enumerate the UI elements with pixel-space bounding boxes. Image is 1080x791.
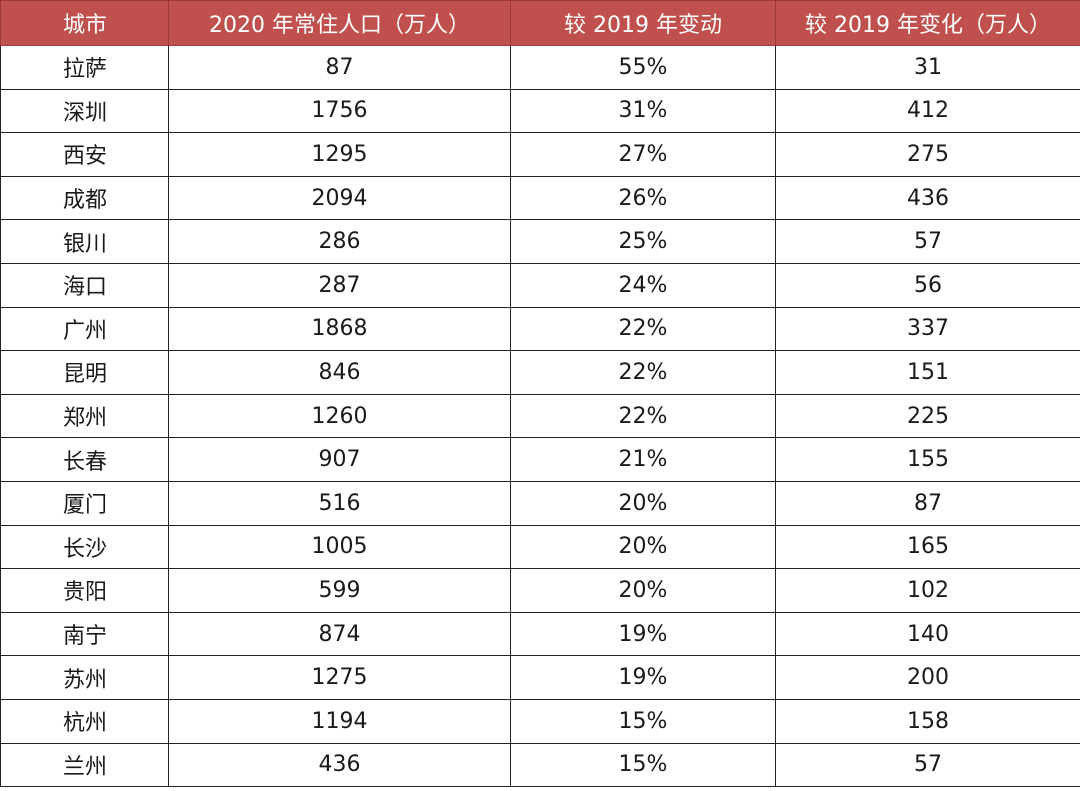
change-amount-cell: 151 bbox=[775, 350, 1080, 395]
table-row: 杭州 1194 15% 158 bbox=[0, 698, 1080, 744]
change-percent-cell: 21% bbox=[510, 437, 776, 482]
change-amount-cell: 57 bbox=[775, 219, 1080, 264]
change-percent-cell: 27% bbox=[510, 132, 776, 177]
change-amount-cell: 56 bbox=[775, 262, 1080, 308]
city-cell: 杭州 bbox=[0, 698, 169, 744]
table-row: 南宁 874 19% 140 bbox=[0, 611, 1080, 657]
population-cell: 846 bbox=[168, 350, 511, 395]
city-cell: 苏州 bbox=[0, 655, 169, 700]
table-row: 深圳 1756 31% 412 bbox=[0, 88, 1080, 134]
change-percent-cell: 22% bbox=[510, 393, 776, 439]
change-amount-cell: 158 bbox=[775, 698, 1080, 744]
table-row: 长春 907 21% 155 bbox=[0, 437, 1080, 482]
city-cell: 长春 bbox=[0, 437, 169, 482]
city-cell: 深圳 bbox=[0, 88, 169, 134]
city-cell: 厦门 bbox=[0, 480, 169, 526]
table-row: 昆明 846 22% 151 bbox=[0, 350, 1080, 395]
change-percent-cell: 20% bbox=[510, 480, 776, 526]
city-cell: 西安 bbox=[0, 132, 169, 177]
population-cell: 1005 bbox=[168, 524, 511, 570]
population-cell: 2094 bbox=[168, 175, 511, 221]
change-percent-cell: 25% bbox=[510, 219, 776, 264]
population-cell: 87 bbox=[168, 45, 511, 90]
change-amount-cell: 200 bbox=[775, 655, 1080, 700]
population-cell: 874 bbox=[168, 611, 511, 657]
change-amount-cell: 31 bbox=[775, 45, 1080, 90]
city-cell: 成都 bbox=[0, 175, 169, 221]
table-row: 银川 286 25% 57 bbox=[0, 219, 1080, 264]
change-percent-cell: 20% bbox=[510, 568, 776, 613]
table-row: 西安 1295 27% 275 bbox=[0, 132, 1080, 177]
change-percent-cell: 20% bbox=[510, 524, 776, 570]
population-cell: 1756 bbox=[168, 88, 511, 134]
change-percent-cell: 31% bbox=[510, 88, 776, 134]
population-cell: 436 bbox=[168, 742, 511, 788]
change-amount-cell: 337 bbox=[775, 306, 1080, 352]
table-row: 长沙 1005 20% 165 bbox=[0, 524, 1080, 570]
city-cell: 广州 bbox=[0, 306, 169, 352]
change-amount-cell: 412 bbox=[775, 88, 1080, 134]
city-cell: 贵阳 bbox=[0, 568, 169, 613]
population-cell: 516 bbox=[168, 480, 511, 526]
column-header-change-percent: 较 2019 年变动 bbox=[510, 0, 776, 46]
population-cell: 599 bbox=[168, 568, 511, 613]
change-percent-cell: 19% bbox=[510, 655, 776, 700]
column-header-population-2020: 2020 年常住人口（万人） bbox=[168, 0, 511, 46]
change-amount-cell: 57 bbox=[775, 742, 1080, 788]
population-cell: 1295 bbox=[168, 132, 511, 177]
table-row: 海口 287 24% 56 bbox=[0, 262, 1080, 308]
population-cell: 1260 bbox=[168, 393, 511, 439]
city-cell: 昆明 bbox=[0, 350, 169, 395]
population-cell: 286 bbox=[168, 219, 511, 264]
column-header-change-amount: 较 2019 年变化（万人） bbox=[775, 0, 1080, 46]
change-amount-cell: 87 bbox=[775, 480, 1080, 526]
header-row: 城市 2020 年常住人口（万人） 较 2019 年变动 较 2019 年变化（… bbox=[0, 0, 1080, 46]
table-row: 拉萨 87 55% 31 bbox=[0, 45, 1080, 90]
population-cell: 1275 bbox=[168, 655, 511, 700]
city-cell: 海口 bbox=[0, 262, 169, 308]
change-percent-cell: 55% bbox=[510, 45, 776, 90]
population-cell: 287 bbox=[168, 262, 511, 308]
change-percent-cell: 15% bbox=[510, 742, 776, 788]
city-cell: 郑州 bbox=[0, 393, 169, 439]
table-row: 兰州 436 15% 57 bbox=[0, 742, 1080, 788]
column-header-city: 城市 bbox=[0, 0, 169, 46]
city-cell: 南宁 bbox=[0, 611, 169, 657]
change-amount-cell: 436 bbox=[775, 175, 1080, 221]
table-row: 郑州 1260 22% 225 bbox=[0, 393, 1080, 439]
population-cell: 1868 bbox=[168, 306, 511, 352]
change-amount-cell: 275 bbox=[775, 132, 1080, 177]
population-cell: 907 bbox=[168, 437, 511, 482]
city-cell: 长沙 bbox=[0, 524, 169, 570]
change-percent-cell: 15% bbox=[510, 698, 776, 744]
change-amount-cell: 165 bbox=[775, 524, 1080, 570]
change-amount-cell: 155 bbox=[775, 437, 1080, 482]
change-amount-cell: 225 bbox=[775, 393, 1080, 439]
change-amount-cell: 140 bbox=[775, 611, 1080, 657]
city-cell: 拉萨 bbox=[0, 45, 169, 90]
table-row: 贵阳 599 20% 102 bbox=[0, 568, 1080, 613]
population-cell: 1194 bbox=[168, 698, 511, 744]
change-percent-cell: 22% bbox=[510, 306, 776, 352]
change-percent-cell: 22% bbox=[510, 350, 776, 395]
table-row: 厦门 516 20% 87 bbox=[0, 480, 1080, 526]
table-row: 成都 2094 26% 436 bbox=[0, 175, 1080, 221]
city-cell: 兰州 bbox=[0, 742, 169, 788]
table-row: 苏州 1275 19% 200 bbox=[0, 655, 1080, 700]
city-cell: 银川 bbox=[0, 219, 169, 264]
table-row: 广州 1868 22% 337 bbox=[0, 306, 1080, 352]
change-percent-cell: 19% bbox=[510, 611, 776, 657]
change-percent-cell: 24% bbox=[510, 262, 776, 308]
change-percent-cell: 26% bbox=[510, 175, 776, 221]
change-amount-cell: 102 bbox=[775, 568, 1080, 613]
